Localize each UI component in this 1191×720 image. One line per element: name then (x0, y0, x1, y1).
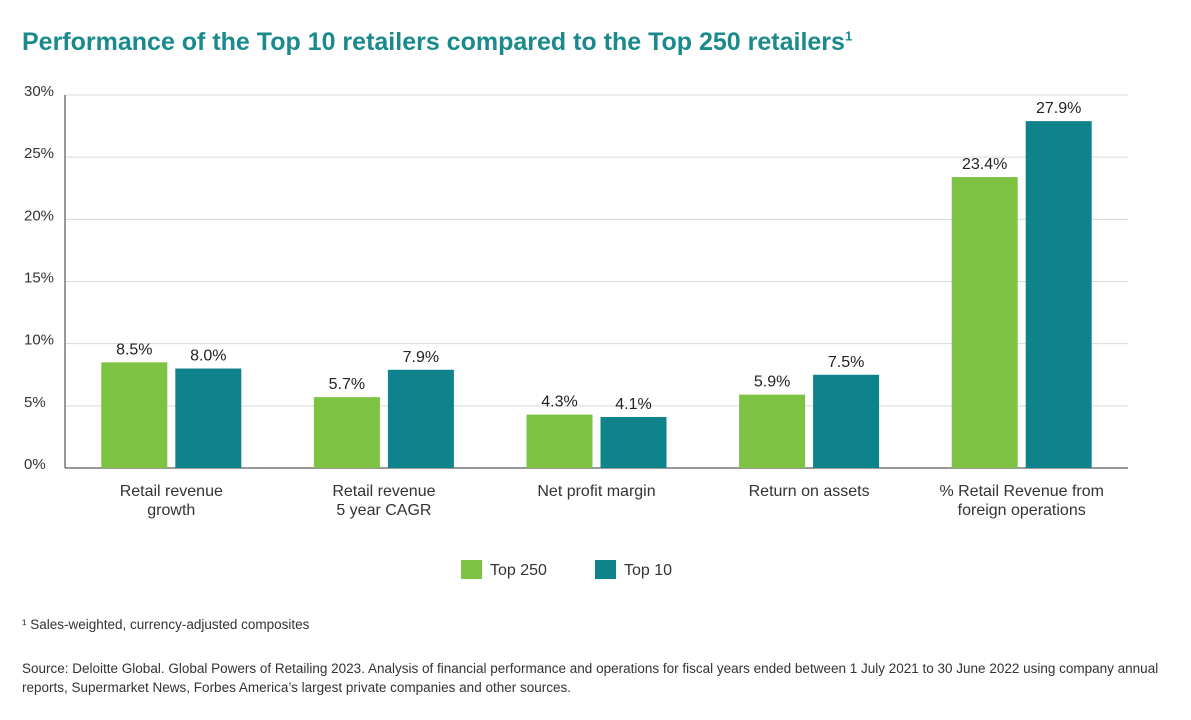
x-tick-label: 5 year CAGR (336, 502, 431, 519)
y-tick-label: 25% (24, 145, 54, 162)
footnote: ¹ Sales-weighted, currency-adjusted comp… (22, 617, 310, 632)
legend-swatch (461, 560, 482, 579)
data-label: 5.7% (329, 376, 365, 393)
data-label: 4.3% (541, 394, 577, 411)
bar-top-250 (526, 414, 593, 468)
data-label: 27.9% (1036, 100, 1081, 117)
y-tick-label: 5% (24, 394, 46, 411)
bar-top-10 (175, 368, 242, 468)
bar-top-10 (600, 417, 667, 468)
bar-top-250 (951, 177, 1018, 468)
data-label: 5.9% (754, 374, 790, 391)
chart-title: Performance of the Top 10 retailers comp… (22, 28, 852, 57)
bar-top-250 (313, 397, 380, 468)
legend-label: Top 10 (624, 562, 672, 579)
data-label: 23.4% (962, 156, 1007, 173)
source-note: Source: Deloitte Global. Global Powers o… (22, 661, 1159, 695)
x-tick-label: % Retail Revenue from (939, 483, 1104, 500)
bar-top-10 (1025, 121, 1092, 469)
x-tick-label: growth (147, 502, 195, 519)
data-label: 7.5% (828, 354, 864, 371)
title-footnote-marker: 1 (844, 28, 853, 44)
bar-top-10 (387, 369, 454, 468)
y-tick-label: 30% (24, 83, 54, 100)
y-tick-label: 10% (24, 332, 54, 349)
legend-swatch (595, 560, 616, 579)
x-tick-label: foreign operations (958, 502, 1086, 519)
bar-chart: 0% 5% 10% 15% 20% 25% 30% 8.5% 8.0% Retail revenu… (24, 83, 1128, 579)
bar-top-250 (101, 362, 168, 468)
bar-top-250 (739, 394, 806, 468)
data-label: 7.9% (403, 349, 439, 366)
x-tick-label: Return on assets (749, 483, 870, 500)
x-tick-label: Retail revenue (332, 483, 435, 500)
legend-item: Top 10 (595, 560, 672, 579)
bar-top-10 (813, 374, 880, 468)
y-tick-label: 0% (24, 456, 46, 473)
y-tick-label: 15% (24, 270, 54, 287)
data-label: 8.5% (116, 341, 152, 358)
chart-title-text: Performance of the Top 10 retailers comp… (22, 28, 845, 56)
legend-label: Top 250 (490, 562, 547, 579)
data-label: 8.0% (190, 348, 226, 365)
y-tick-label: 20% (24, 207, 54, 224)
data-label: 4.1% (615, 396, 651, 413)
x-tick-label: Retail revenue (120, 483, 223, 500)
legend-item: Top 250 (461, 560, 547, 579)
x-tick-label: Net profit margin (537, 483, 655, 500)
